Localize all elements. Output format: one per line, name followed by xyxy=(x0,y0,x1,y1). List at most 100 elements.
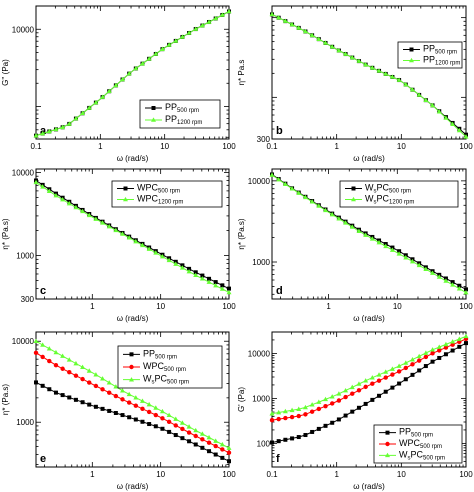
data-point xyxy=(302,28,308,34)
series-0 xyxy=(270,12,468,137)
series-1 xyxy=(269,172,469,295)
legend-box xyxy=(139,99,221,129)
data-point xyxy=(403,81,409,87)
series-1 xyxy=(269,11,469,139)
x-tick-label: 1 xyxy=(334,142,339,151)
y-tick-label: 10000 xyxy=(12,25,35,34)
data-point xyxy=(363,384,368,390)
y-axis-label: η* (Pa.s) xyxy=(1,384,10,415)
legend-name: PP xyxy=(165,102,177,112)
legend-name-suffix: PC xyxy=(155,374,168,384)
plot-frame xyxy=(35,5,230,140)
legend-name: WPC xyxy=(143,361,164,371)
panel-letter: c xyxy=(40,285,46,297)
data-point xyxy=(323,207,329,213)
data-point xyxy=(227,459,231,464)
legend-name: W xyxy=(365,183,374,193)
legend-entry-1: WPC1200 rpm xyxy=(137,194,183,206)
data-point xyxy=(383,369,389,374)
y-tick-label: 1000 xyxy=(252,394,270,403)
legend-subscript-rpm: 500 rpm xyxy=(167,380,189,386)
legend-entry-0: PP500 rpm xyxy=(143,348,177,360)
data-point xyxy=(369,375,375,380)
series-2 xyxy=(269,333,469,416)
data-point xyxy=(356,228,362,233)
data-point xyxy=(160,416,165,421)
data-point xyxy=(363,62,369,67)
y-axis-label: η* (Pa.s) xyxy=(1,218,10,249)
data-point xyxy=(133,403,139,408)
y-tick-label: 1000 xyxy=(16,418,34,427)
legend-name: WPC xyxy=(137,194,158,204)
data-point xyxy=(289,414,295,420)
series-0 xyxy=(270,341,468,445)
data-point xyxy=(376,239,382,245)
x-tick-label: 10 xyxy=(156,470,165,479)
y-tick-label: 1000 xyxy=(252,258,270,267)
data-point xyxy=(437,348,442,353)
legend-subscript: s xyxy=(374,189,377,195)
data-point xyxy=(80,400,85,405)
data-point xyxy=(93,216,99,221)
data-point xyxy=(60,393,65,398)
data-point xyxy=(46,346,52,351)
data-point xyxy=(206,19,212,24)
data-point xyxy=(443,345,449,350)
legend-name: WPC xyxy=(399,438,420,448)
data-point xyxy=(276,176,282,182)
data-point xyxy=(430,351,435,356)
data-point xyxy=(139,61,145,66)
data-point xyxy=(200,437,205,442)
data-point xyxy=(376,378,382,383)
data-point xyxy=(100,406,105,411)
data-point xyxy=(206,279,212,284)
series-line xyxy=(271,13,467,138)
data-point xyxy=(120,397,125,402)
data-point xyxy=(193,442,198,447)
data-point xyxy=(33,338,39,344)
data-point xyxy=(153,250,159,255)
data-point xyxy=(153,424,158,429)
data-point xyxy=(187,439,192,444)
data-point xyxy=(40,130,46,136)
data-point xyxy=(389,247,395,252)
data-point xyxy=(436,274,442,279)
data-point xyxy=(363,401,368,406)
x-axis-label: ω (rad/s) xyxy=(353,482,385,491)
data-point xyxy=(47,387,52,392)
data-point xyxy=(133,238,139,244)
data-point xyxy=(120,76,126,82)
data-point xyxy=(343,387,349,393)
legend-entry-2: WsPC500 rpm xyxy=(399,449,445,461)
data-point xyxy=(423,97,429,102)
data-point xyxy=(159,46,165,51)
x-tick-label: 1 xyxy=(98,142,103,151)
data-point xyxy=(53,126,59,132)
data-point xyxy=(302,194,308,200)
data-point xyxy=(226,445,232,450)
legend-marker xyxy=(129,364,134,370)
legend-marker xyxy=(385,452,390,458)
legend-box xyxy=(117,345,223,389)
data-point xyxy=(423,350,429,355)
data-point xyxy=(383,243,389,249)
data-point xyxy=(450,339,456,344)
legend-subscript-rpm: 1200 rpm xyxy=(435,61,460,67)
data-point xyxy=(309,402,315,407)
data-point xyxy=(199,431,205,436)
data-point xyxy=(416,262,422,268)
data-point xyxy=(416,92,422,97)
data-point xyxy=(199,276,205,281)
data-point xyxy=(186,430,192,435)
data-point xyxy=(34,380,38,385)
data-point xyxy=(363,378,369,383)
data-point xyxy=(336,216,342,221)
data-point xyxy=(173,261,179,266)
data-point xyxy=(113,410,118,415)
data-point xyxy=(179,34,185,39)
data-point xyxy=(213,438,219,443)
series-2 xyxy=(33,338,232,450)
panel-letter: d xyxy=(276,285,283,297)
